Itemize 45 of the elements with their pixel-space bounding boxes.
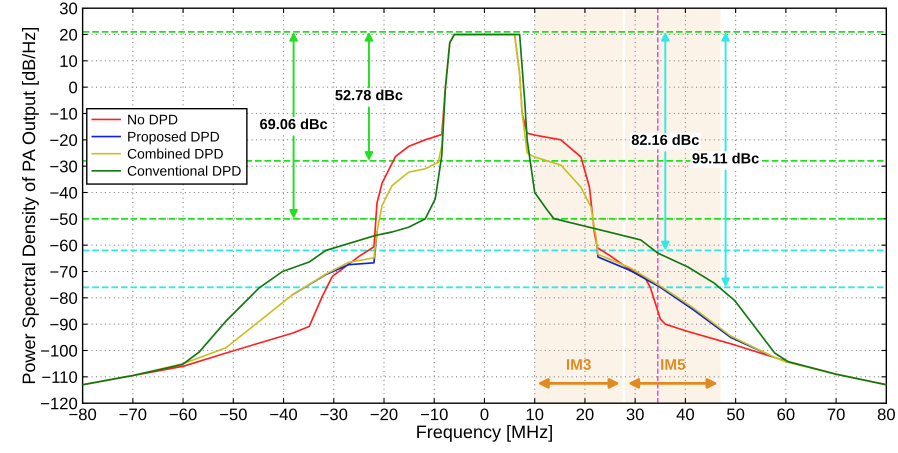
legend-label: Proposed DPD [128, 131, 220, 144]
legend-label: Conventional DPD [128, 166, 241, 176]
y-tick-label: −110 [42, 371, 78, 384]
x-tick-label: −50 [220, 408, 247, 420]
y-tick-label: −100 [41, 344, 78, 357]
annotation: 69.06 dBc [260, 118, 328, 130]
x-tick-label: −10 [420, 408, 448, 420]
y-tick-label: −10 [50, 108, 78, 120]
y-tick-label: 30 [60, 2, 78, 14]
x-axis-title: Frequency [MHz] [417, 424, 552, 442]
y-tick-label: −70 [50, 266, 78, 278]
y-tick-label: 10 [60, 55, 78, 68]
y-tick-label: −50 [50, 213, 78, 226]
x-tick-label: 10 [526, 408, 544, 420]
y-tick-label: 0 [69, 82, 78, 94]
x-tick-label: −20 [370, 408, 398, 420]
y-tick-label: −20 [50, 134, 78, 146]
x-tick-label: −70 [120, 408, 146, 420]
annotation: 95.11 dBc [692, 152, 759, 164]
x-tick-label: −80 [69, 408, 96, 420]
x-tick-label: 30 [626, 408, 644, 420]
y-tick-label: −30 [50, 160, 78, 172]
x-tick-label: 20 [576, 408, 594, 420]
y-tick-label: −120 [41, 398, 78, 410]
y-axis-title: Power Spectral Density of PA Output [dB/Hz] [22, 28, 39, 384]
annotation: 82.16 dBc [632, 134, 699, 146]
annotation: 52.78 dBc [335, 90, 403, 100]
y-tick-label: −40 [50, 186, 78, 199]
y-tick-label: −90 [50, 318, 78, 330]
legend-label: No DPD [128, 114, 178, 124]
band-label: IM3 [566, 359, 591, 370]
legend-label: Combined DPD [128, 148, 223, 159]
x-tick-label: 0 [480, 408, 488, 420]
x-tick-label: −40 [270, 408, 298, 420]
x-tick-label: 40 [676, 408, 694, 420]
x-tick-label: 60 [777, 408, 794, 420]
x-tick-label: −60 [170, 408, 197, 420]
y-tick-label: 20 [60, 28, 78, 41]
y-tick-label: −80 [50, 292, 78, 304]
x-tick-label: 80 [878, 408, 895, 420]
y-tick-label: −60 [50, 240, 78, 252]
band-label: IM5 [661, 359, 686, 370]
x-tick-label: 50 [727, 408, 744, 420]
x-tick-label: 70 [828, 408, 845, 420]
x-tick-label: −30 [320, 408, 348, 420]
